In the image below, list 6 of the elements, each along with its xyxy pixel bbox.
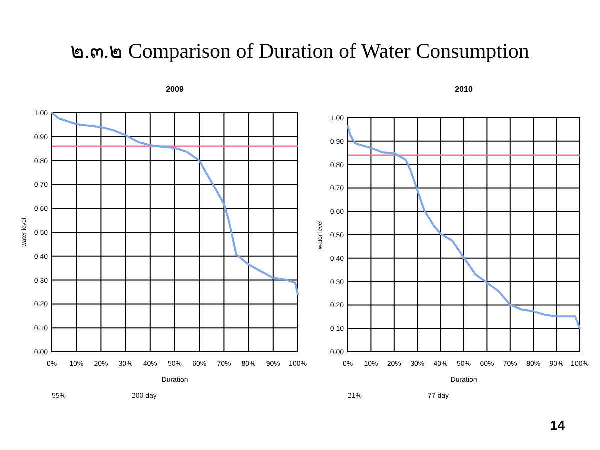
text: ๒.๓.๒ Comparison of Duration of Water Consumption — [70, 39, 530, 63]
line-series — [347, 125, 581, 330]
chart-title: 2010 — [455, 85, 474, 94]
chart-title: 2009 — [166, 85, 184, 94]
text: 14 — [550, 418, 566, 433]
line-series — [51, 112, 299, 296]
